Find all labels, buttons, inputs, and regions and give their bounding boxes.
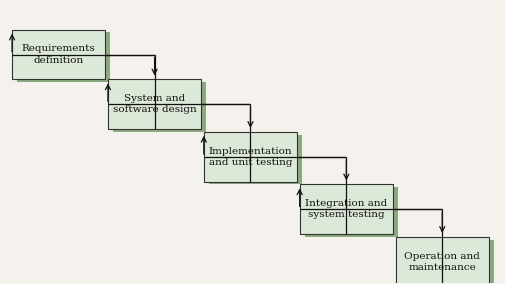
- FancyBboxPatch shape: [299, 184, 392, 234]
- Text: System and
software design: System and software design: [113, 94, 196, 114]
- Text: Requirements
definition: Requirements definition: [22, 45, 95, 64]
- FancyBboxPatch shape: [108, 80, 201, 129]
- Text: Integration and
system testing: Integration and system testing: [305, 199, 387, 219]
- FancyBboxPatch shape: [209, 135, 301, 184]
- FancyBboxPatch shape: [400, 240, 493, 284]
- Text: Implementation
and unit testing: Implementation and unit testing: [208, 147, 292, 167]
- FancyBboxPatch shape: [304, 187, 397, 237]
- FancyBboxPatch shape: [204, 132, 296, 182]
- Text: Operation and
maintenance: Operation and maintenance: [403, 252, 479, 272]
- FancyBboxPatch shape: [113, 82, 206, 132]
- FancyBboxPatch shape: [17, 32, 110, 82]
- FancyBboxPatch shape: [12, 30, 105, 80]
- FancyBboxPatch shape: [395, 237, 488, 284]
